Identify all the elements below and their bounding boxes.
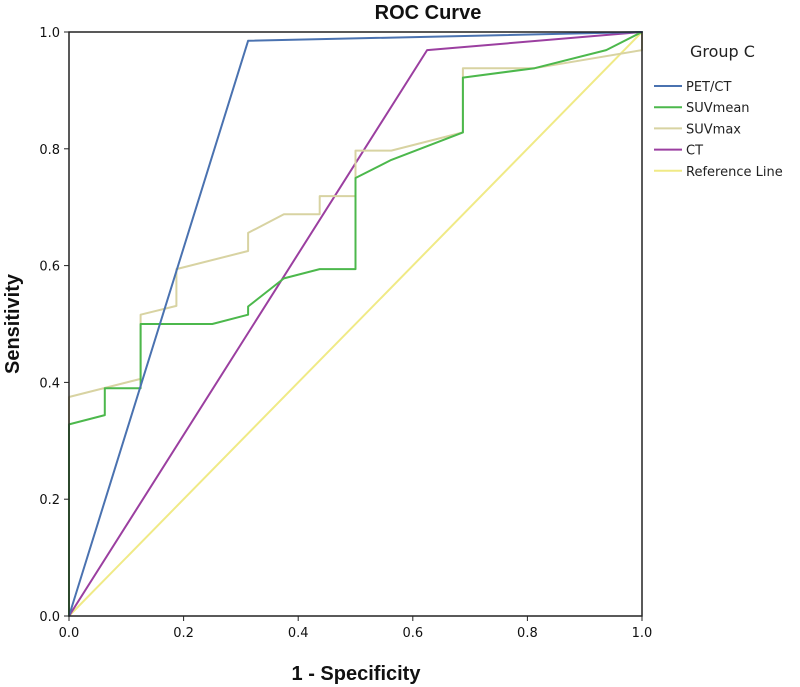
x-tick-label: 0.0 <box>59 626 80 641</box>
chart-title: ROC Curve <box>375 2 482 24</box>
legend-label-pet-ct: PET/CT <box>686 80 731 95</box>
y-tick-label: 0.4 <box>39 376 60 391</box>
x-tick-label: 1.0 <box>632 626 653 641</box>
legend-label-ct: CT <box>686 144 703 159</box>
y-tick-label: 0.6 <box>39 260 60 275</box>
x-axis-title: 1 - Specificity <box>292 663 422 685</box>
series-line-ct <box>68 31 643 617</box>
legend-label-suvmean: SUVmean <box>686 101 750 116</box>
legend-label-suvmax: SUVmax <box>686 122 741 137</box>
y-tick-label: 0.8 <box>39 143 60 158</box>
y-tick-label: 0.2 <box>39 493 60 508</box>
legend: Group C PET/CT SUVmean SUVmax CT Reference L… <box>654 42 783 180</box>
x-tick-label: 0.8 <box>517 626 538 641</box>
series-line-reference-line <box>68 31 643 617</box>
y-tick-label: 0.0 <box>39 610 60 625</box>
series-line-pet-ct <box>68 31 643 617</box>
x-tick-label: 0.6 <box>402 626 423 641</box>
series-line-suvmean <box>68 31 643 617</box>
legend-title: Group C <box>690 42 755 61</box>
x-tick-label: 0.4 <box>288 626 309 641</box>
plot-frame <box>68 31 643 617</box>
y-axis-title: Sensitivity <box>2 273 24 374</box>
legend-label-reference-line: Reference Line <box>686 165 783 180</box>
x-tick-label: 0.2 <box>173 626 194 641</box>
series-line-suvmax <box>68 31 643 617</box>
y-tick-label: 1.0 <box>39 26 60 41</box>
